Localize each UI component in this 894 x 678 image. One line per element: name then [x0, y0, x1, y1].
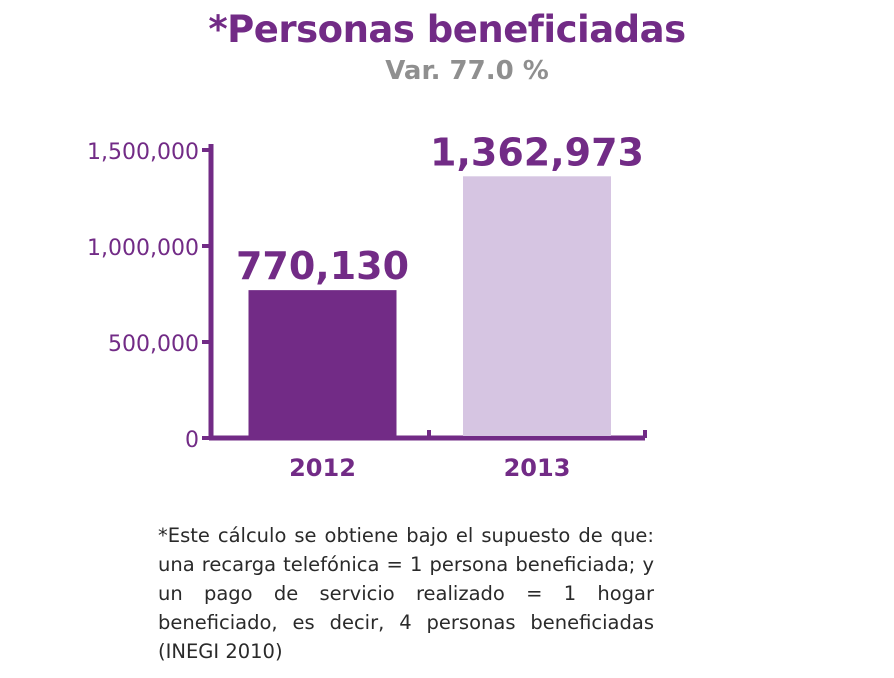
chart-title: *Personas beneficiadas [208, 8, 686, 51]
y-tick-label: 1,500,000 [87, 140, 199, 165]
bar-2012 [248, 290, 397, 436]
x-tick-label-2013: 2013 [504, 454, 571, 482]
x-tick-label-2012: 2012 [289, 454, 356, 482]
data-label-2013: 1,362,973 [430, 130, 644, 174]
y-tick-label: 0 [185, 428, 199, 453]
data-label-2012: 770,130 [236, 244, 409, 288]
footnote: *Este cálculo se obtiene bajo el supuest… [158, 524, 654, 663]
bar-2013 [463, 176, 611, 436]
y-tick-label: 500,000 [108, 332, 199, 357]
chart-subtitle: Var. 77.0 % [385, 56, 549, 86]
y-tick-label: 1,000,000 [87, 236, 199, 261]
